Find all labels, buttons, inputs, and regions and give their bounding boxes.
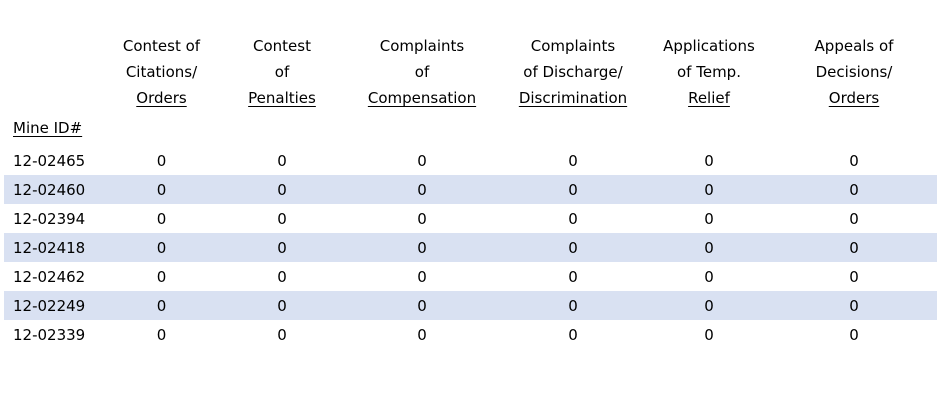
value-cell: 0 bbox=[156, 151, 167, 170]
column-header-line: Contest bbox=[253, 37, 311, 55]
value-cell: 0 bbox=[156, 180, 167, 199]
value-cell: 0 bbox=[849, 180, 859, 199]
value-cell: 0 bbox=[417, 209, 427, 228]
value-cell: 0 bbox=[156, 209, 167, 228]
value-cell: 0 bbox=[277, 296, 287, 315]
table-row: 12-02460 0 0 0 0 0 0 bbox=[4, 175, 937, 204]
mine-id-cell: 12-02462 bbox=[13, 267, 86, 286]
table-row: 12-02249 0 0 0 0 0 0 bbox=[4, 291, 937, 320]
column-header-line: of Discharge/ bbox=[523, 63, 623, 81]
value-cell: 0 bbox=[417, 180, 427, 199]
column-header-line: Complaints bbox=[379, 37, 465, 55]
value-cell: 0 bbox=[277, 180, 287, 199]
table-body: 12-02465 0 0 0 0 0 0 12-02460 0 0 0 0 0 … bbox=[4, 146, 937, 349]
value-cell: 0 bbox=[849, 296, 859, 315]
value-cell: 0 bbox=[417, 325, 427, 344]
value-cell: 0 bbox=[156, 325, 167, 344]
value-cell: 0 bbox=[277, 209, 287, 228]
value-cell: 0 bbox=[849, 238, 859, 257]
value-cell: 0 bbox=[849, 325, 859, 344]
column-header-line: Relief bbox=[688, 89, 730, 107]
value-cell: 0 bbox=[704, 296, 714, 315]
value-cell: 0 bbox=[417, 296, 427, 315]
table-header: Contest of Citations/ Orders Contest of … bbox=[4, 0, 937, 146]
column-header-line: Orders bbox=[828, 89, 880, 107]
value-cell: 0 bbox=[277, 238, 287, 257]
column-header-contest-citations: Contest of Citations/ Orders bbox=[104, 0, 219, 111]
value-cell: 0 bbox=[156, 296, 167, 315]
value-cell: 0 bbox=[568, 209, 578, 228]
value-cell: 0 bbox=[704, 267, 714, 286]
value-cell: 0 bbox=[568, 267, 578, 286]
mine-id-cell: 12-02339 bbox=[13, 325, 86, 344]
value-cell: 0 bbox=[417, 238, 427, 257]
value-cell: 0 bbox=[704, 209, 714, 228]
value-cell: 0 bbox=[704, 180, 714, 199]
mine-legal-actions-table: Contest of Citations/ Orders Contest of … bbox=[4, 0, 937, 349]
table-row: 12-02339 0 0 0 0 0 0 bbox=[4, 320, 937, 349]
value-cell: 0 bbox=[277, 151, 287, 170]
column-header-contest-penalties: Contest of Penalties bbox=[219, 0, 345, 111]
column-header-complaints-compensation: Complaints of Compensation bbox=[345, 0, 499, 111]
mine-id-header-row: Mine ID# bbox=[4, 111, 937, 146]
column-header-line: Citations/ bbox=[125, 63, 198, 81]
mine-id-cell: 12-02394 bbox=[13, 209, 86, 228]
table-row: 12-02418 0 0 0 0 0 0 bbox=[4, 233, 937, 262]
value-cell: 0 bbox=[568, 151, 578, 170]
id-column-spacer bbox=[4, 0, 104, 111]
value-cell: 0 bbox=[568, 180, 578, 199]
value-cell: 0 bbox=[849, 209, 859, 228]
column-header-line: of bbox=[414, 63, 430, 81]
column-header-line: Contest of bbox=[122, 37, 201, 55]
table-row: 12-02394 0 0 0 0 0 0 bbox=[4, 204, 937, 233]
value-cell: 0 bbox=[156, 267, 167, 286]
column-header-applications-relief: Applications of Temp. Relief bbox=[647, 0, 771, 111]
value-cell: 0 bbox=[568, 325, 578, 344]
column-header-line: of Temp. bbox=[677, 63, 741, 81]
value-cell: 0 bbox=[417, 151, 427, 170]
column-header-line: Decisions/ bbox=[815, 63, 893, 81]
column-header-line: of bbox=[274, 63, 290, 81]
column-header-appeals-decisions: Appeals of Decisions/ Orders bbox=[771, 0, 937, 111]
mine-id-cell: 12-02418 bbox=[13, 238, 86, 257]
value-cell: 0 bbox=[849, 267, 859, 286]
value-cell: 0 bbox=[417, 267, 427, 286]
value-cell: 0 bbox=[277, 325, 287, 344]
table-row: 12-02462 0 0 0 0 0 0 bbox=[4, 262, 937, 291]
value-cell: 0 bbox=[156, 238, 167, 257]
column-header-line: Complaints bbox=[530, 37, 616, 55]
column-header-row: Contest of Citations/ Orders Contest of … bbox=[4, 0, 937, 111]
value-cell: 0 bbox=[849, 151, 859, 170]
value-cell: 0 bbox=[704, 238, 714, 257]
column-header-line: Discrimination bbox=[518, 89, 628, 107]
column-header-line: Penalties bbox=[248, 89, 316, 107]
column-header-line: Appeals of bbox=[814, 37, 894, 55]
column-header-complaints-discharge: Complaints of Discharge/ Discrimination bbox=[499, 0, 647, 111]
value-cell: 0 bbox=[568, 238, 578, 257]
table-row: 12-02465 0 0 0 0 0 0 bbox=[4, 146, 937, 175]
column-header-line: Orders bbox=[136, 89, 187, 107]
mine-id-cell: 12-02249 bbox=[13, 296, 86, 315]
value-cell: 0 bbox=[704, 151, 714, 170]
mine-id-header-label: Mine ID# bbox=[13, 118, 83, 137]
value-cell: 0 bbox=[704, 325, 714, 344]
value-cell: 0 bbox=[277, 267, 287, 286]
mine-id-cell: 12-02460 bbox=[13, 180, 86, 199]
mine-id-header: Mine ID# bbox=[4, 111, 104, 146]
column-header-line: Applications bbox=[663, 37, 755, 55]
column-header-line: Compensation bbox=[367, 89, 477, 107]
mine-id-cell: 12-02465 bbox=[13, 151, 86, 170]
value-cell: 0 bbox=[568, 296, 578, 315]
